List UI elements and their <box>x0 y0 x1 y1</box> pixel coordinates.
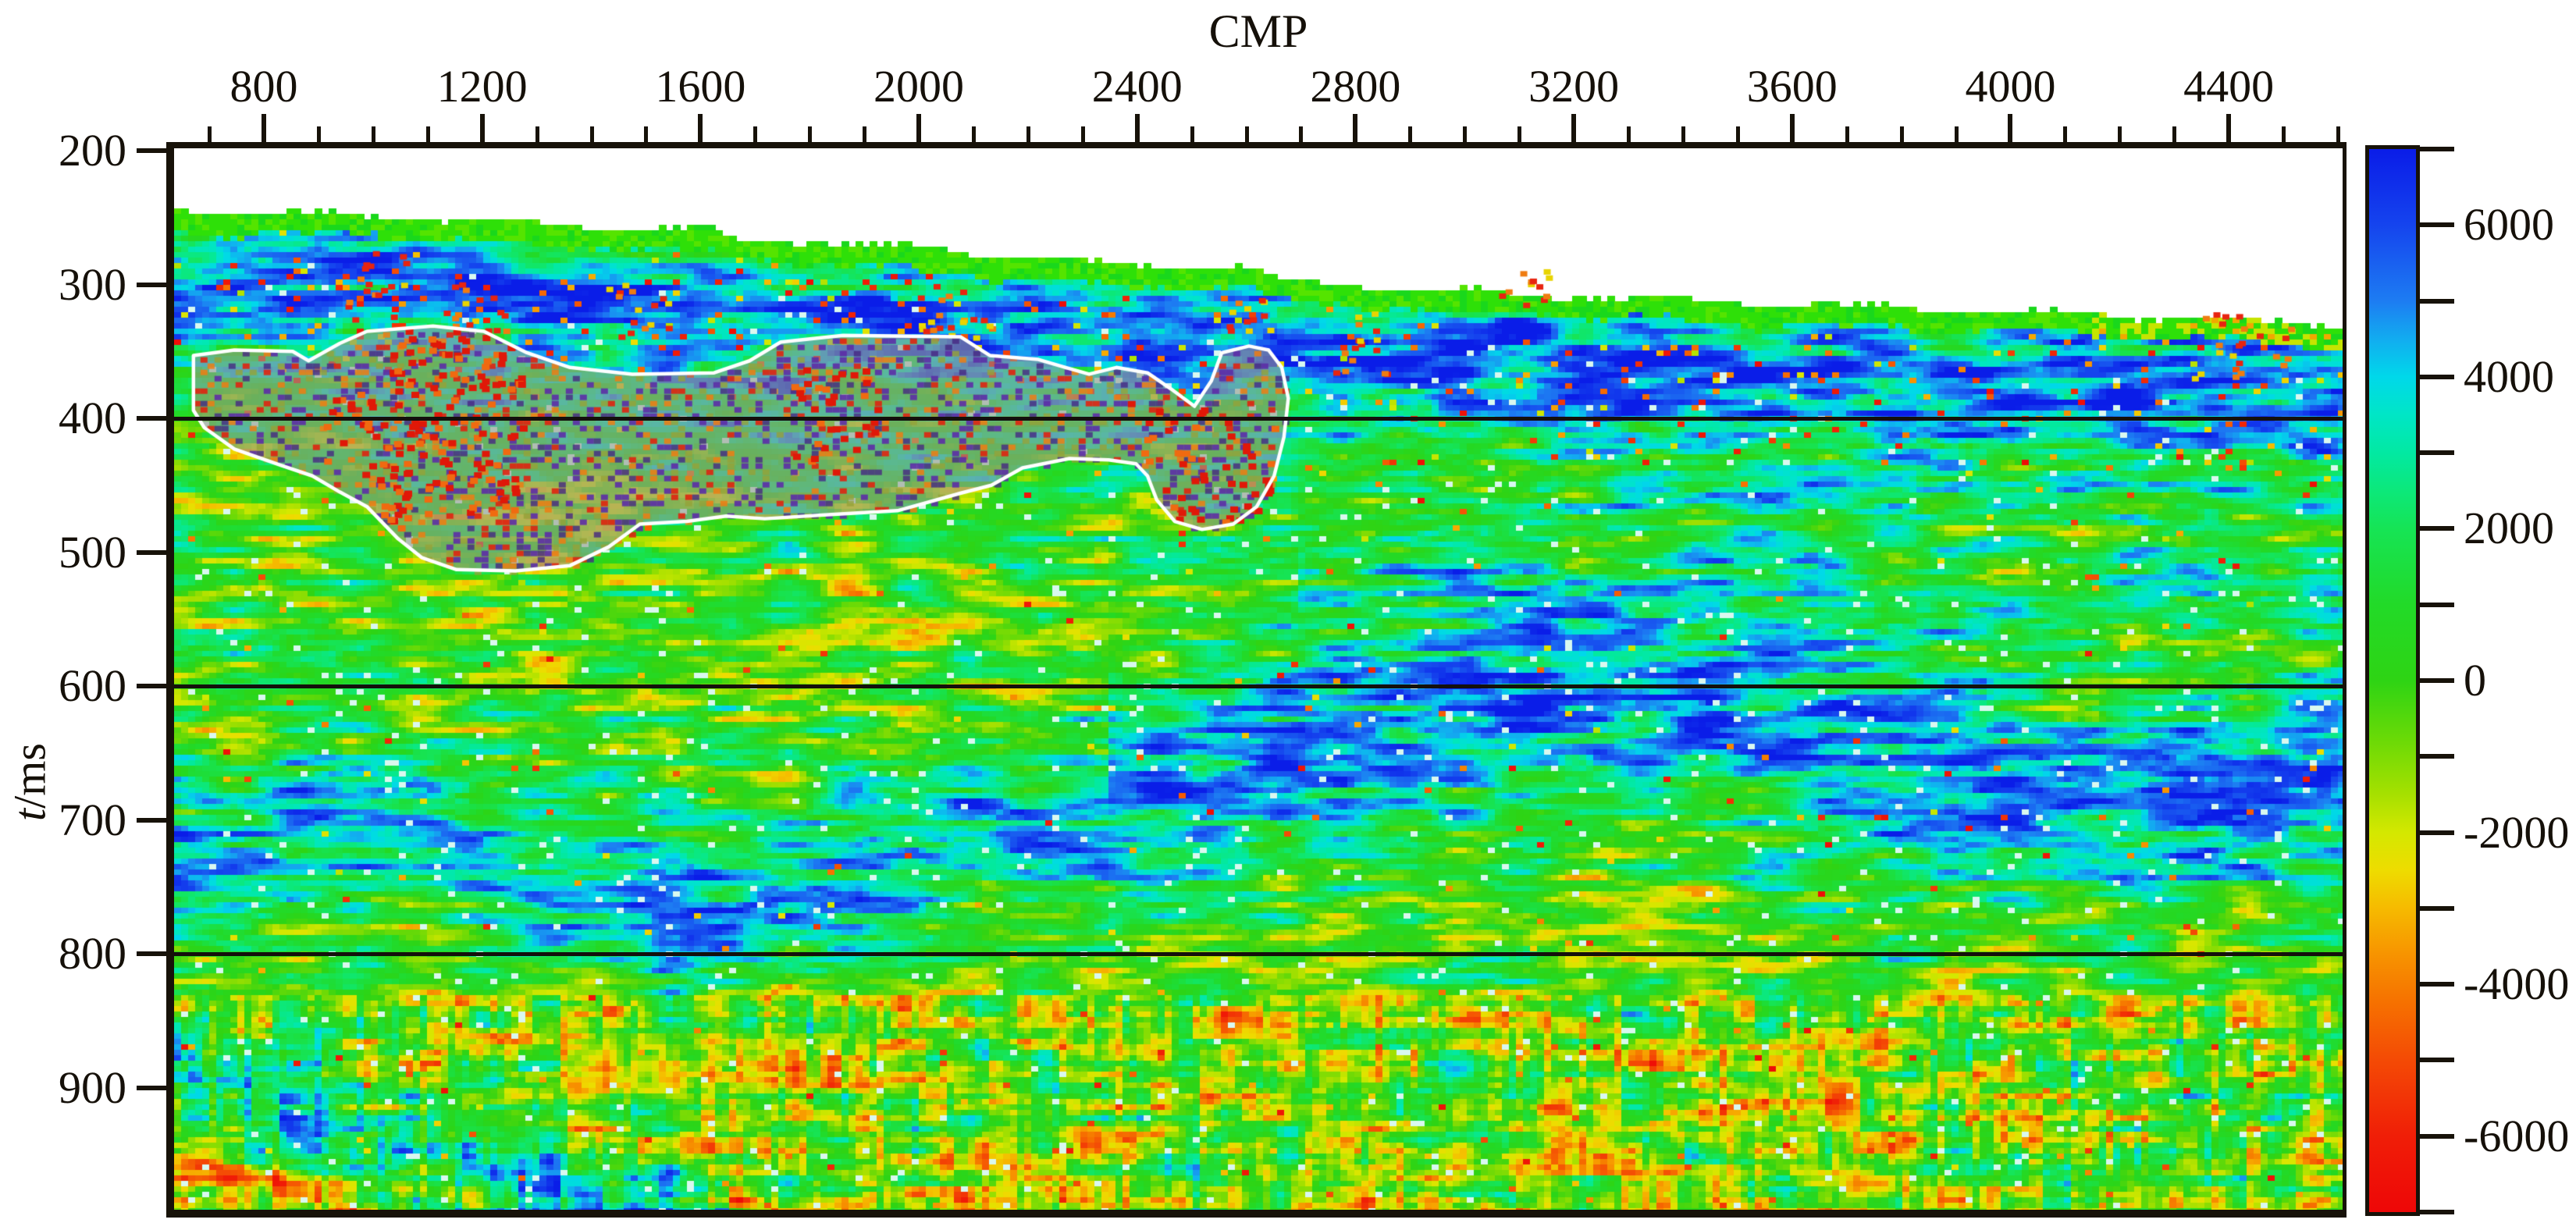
x-minor-tick <box>971 126 976 142</box>
x-minor-tick <box>808 126 813 142</box>
colorbar-tick <box>2420 1058 2454 1063</box>
x-minor-tick <box>753 126 758 142</box>
x-major-tick <box>1353 114 1358 142</box>
x-minor-tick <box>1845 126 1849 142</box>
x-minor-tick <box>1681 126 1685 142</box>
x-minor-tick <box>208 126 212 142</box>
colorbar-tick <box>2420 147 2454 151</box>
x-minor-tick <box>425 126 430 142</box>
x-major-tick <box>916 114 922 142</box>
colorbar-tick-label: 4000 <box>2464 350 2554 402</box>
colorbar-tick <box>2420 830 2454 835</box>
x-minor-tick <box>2282 126 2286 142</box>
colorbar-tick <box>2420 678 2454 683</box>
y-tick-label: 200 <box>59 125 126 176</box>
x-major-tick <box>262 114 266 142</box>
y-major-tick <box>137 416 166 421</box>
colorbar-tick <box>2420 905 2454 911</box>
x-minor-tick <box>1026 126 1030 142</box>
x-major-tick <box>698 114 703 142</box>
colorbar-tick <box>2420 298 2454 304</box>
x-tick-label: 2000 <box>873 61 965 112</box>
x-tick-label: 3600 <box>1746 61 1838 112</box>
x-minor-tick <box>589 126 594 142</box>
x-minor-tick <box>1463 126 1468 142</box>
y-tick-label: 800 <box>59 928 126 979</box>
x-tick-label: 800 <box>229 61 298 112</box>
horizon-line-600 <box>174 684 2343 688</box>
x-minor-tick <box>1735 126 1740 142</box>
x-minor-tick <box>1299 126 1304 142</box>
x-minor-tick <box>2118 126 2122 142</box>
y-major-tick <box>137 951 166 956</box>
y-tick-label: 900 <box>59 1061 126 1113</box>
colorbar-tick <box>2420 526 2454 532</box>
colorbar-tick <box>2420 1210 2454 1214</box>
x-minor-tick <box>1244 126 1249 142</box>
x-minor-tick <box>863 126 867 142</box>
seismic-section-image <box>174 148 2343 1210</box>
x-major-tick <box>2008 114 2013 142</box>
y-tick-label: 300 <box>59 258 126 310</box>
x-minor-tick <box>1408 126 1413 142</box>
x-minor-tick <box>1517 126 1522 142</box>
colorbar-tick <box>2420 982 2454 987</box>
x-minor-tick <box>1080 126 1085 142</box>
colorbar-tick <box>2420 754 2454 759</box>
y-major-tick <box>137 549 166 555</box>
x-minor-tick <box>2063 126 2068 142</box>
x-tick-label: 2400 <box>1091 61 1183 112</box>
x-tick-label: 2800 <box>1310 61 1401 112</box>
plot-title: CMP <box>1208 5 1308 57</box>
x-minor-tick <box>2172 126 2177 142</box>
y-major-tick <box>137 684 166 688</box>
x-minor-tick <box>371 126 375 142</box>
x-major-tick <box>1789 114 1795 142</box>
colorbar-tick <box>2420 602 2454 607</box>
y-tick-label: 400 <box>59 393 126 443</box>
colorbar-tick-label: 2000 <box>2464 503 2554 554</box>
y-tick-label: 500 <box>59 526 126 578</box>
x-minor-tick <box>1190 126 1194 142</box>
x-tick-label: 4400 <box>2183 61 2275 112</box>
x-major-tick <box>2226 114 2232 142</box>
colorbar-tick <box>2420 450 2454 456</box>
y-major-tick <box>137 817 166 823</box>
colorbar-tick <box>2420 222 2454 228</box>
x-minor-tick <box>2336 126 2340 142</box>
colorbar-tick-label: -6000 <box>2464 1110 2570 1161</box>
x-major-tick <box>479 114 485 142</box>
y-tick-label: 700 <box>59 794 126 845</box>
colorbar-tick-label: 6000 <box>2464 199 2554 251</box>
x-minor-tick <box>535 126 539 142</box>
horizon-line-800 <box>174 952 2343 956</box>
x-major-tick <box>1134 114 1140 142</box>
x-major-tick <box>1571 114 1577 142</box>
x-minor-tick <box>644 126 649 142</box>
y-major-tick <box>137 1085 166 1090</box>
colorbar-tick <box>2420 374 2454 379</box>
colorbar-tick-label: -2000 <box>2464 806 2570 858</box>
colorbar-tick-label: -4000 <box>2464 958 2570 1010</box>
x-minor-tick <box>1899 126 1904 142</box>
horizon-line-400 <box>174 417 2343 421</box>
colorbar-tick <box>2420 1133 2454 1139</box>
y-major-tick <box>137 282 166 287</box>
colorbar-gradient <box>2369 149 2416 1212</box>
y-tick-label: 600 <box>59 660 126 711</box>
x-minor-tick <box>316 126 321 142</box>
x-minor-tick <box>1954 126 1959 142</box>
y-major-tick <box>137 148 166 153</box>
colorbar <box>2365 145 2420 1216</box>
x-tick-label: 4000 <box>1965 61 2056 112</box>
x-tick-label: 1200 <box>436 61 528 112</box>
x-tick-label: 1600 <box>655 61 746 112</box>
x-minor-tick <box>1627 126 1631 142</box>
x-tick-label: 3200 <box>1528 61 1620 112</box>
colorbar-tick-label: 0 <box>2464 655 2486 706</box>
